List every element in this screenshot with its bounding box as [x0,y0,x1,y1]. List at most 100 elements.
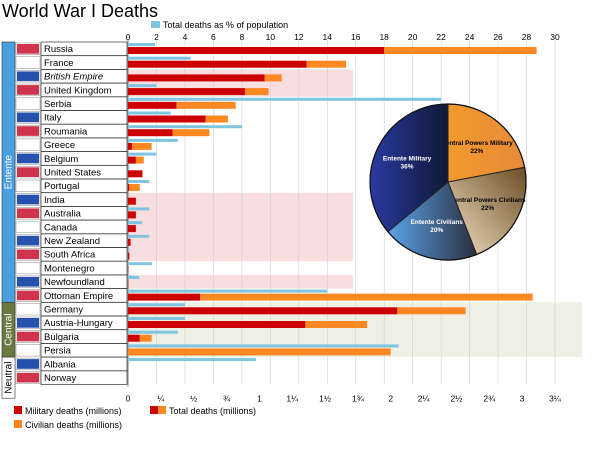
military-legend-label: Military deaths (millions) [25,406,122,416]
country-label: Persia [44,346,72,357]
flag-stripe [17,290,39,301]
pie-slice-value: 36% [401,164,414,171]
bar-pct-population [128,248,130,252]
deaths-tick-label: ¾ [223,394,231,404]
bar-military [128,293,201,301]
country-label: United Kingdom [44,85,112,96]
row-shade-empire [128,206,353,221]
flag-stripe [17,57,39,68]
country-label: Austria-Hungary [44,318,113,329]
bar-civilian [131,142,152,150]
bar-civilian [244,88,269,96]
deaths-tick-label: 1 [257,394,262,404]
deaths-tick-label: 2 [388,394,393,404]
country-label: India [44,195,65,206]
pie-slice-label: Entente Civilians [411,219,464,226]
pct-tick-label: 6 [211,32,216,42]
pct-tick-label: 20 [408,32,418,42]
country-label: Greece [44,140,75,151]
row-shade-empire [128,233,353,248]
flag-stripe [17,249,39,260]
pct-tick-label: 2 [154,32,159,42]
flag-stripe [17,208,39,219]
pct-tick-label: 30 [550,32,560,42]
pct-tick-label: 8 [239,32,244,42]
flag-stripe [17,331,39,342]
bar-pct-population [128,111,171,115]
bar-military [128,170,143,178]
pie-slice-value: 22% [481,205,494,212]
country-label: Canada [44,222,78,233]
pct-tick-label: 18 [379,32,389,42]
bar-military [128,101,177,109]
pct-tick-label: 26 [493,32,503,42]
pct-tick-label: 4 [183,32,188,42]
country-label: Ottoman Empire [44,291,113,302]
pie-slice-label: Central Powers Civilians [450,197,526,204]
bar-military [128,60,307,68]
pct-legend-label: Total deaths as % of population [163,20,288,30]
country-label: New Zealand [44,236,100,247]
deaths-tick-label: 2¾ [483,394,496,404]
bar-military [128,142,132,150]
flag-stripe [17,345,39,356]
total-legend-label: Total deaths (millions) [169,406,256,416]
country-label-box [40,370,128,385]
bar-pct-population [128,138,178,142]
civilian-legend-swatch [14,420,22,428]
bar-military [128,252,130,260]
flag-stripe [17,98,39,109]
bar-military [128,334,140,342]
group-label-central: Central [4,314,15,346]
pct-tick-label: 22 [436,32,446,42]
deaths-axis-ticks: 0 ¼ ½ ¾ 1 1¼ 1½ 1¾ 2 2¼ 2½ 2¾ 3 3¼ [126,394,562,404]
country-label: France [44,58,74,69]
bar-civilian [172,129,210,137]
bar-military [128,74,265,82]
pct-tick-label: 10 [266,32,276,42]
bar-pct-population [128,125,242,129]
bar-military [128,238,131,246]
bar-military [128,307,398,315]
flag-stripe [17,372,39,383]
bar-pct-population [128,330,178,334]
flag-stripe [17,153,39,164]
pct-tick-label: 28 [522,32,532,42]
pct-tick-label: 24 [465,32,475,42]
flag-stripe [17,71,39,82]
bar-pct-population [128,97,442,101]
bar-civilian [176,101,236,109]
bar-pct-population [128,344,399,348]
bar-military [128,156,136,164]
bar-civilian [264,74,282,82]
flag-stripe [17,359,39,369]
flag-stripe [17,85,39,95]
country-label: Roumania [44,126,88,137]
flag-stripe [17,112,39,123]
pct-tick-label: 0 [126,32,131,42]
bar-pct-population [128,303,185,307]
pct-legend-swatch [151,21,160,28]
deaths-tick-label: 2½ [451,394,463,404]
country-label: United States [44,168,101,179]
flag-stripe [17,304,39,314]
total-legend-swatch-civilian [158,406,166,414]
bar-civilian [205,115,228,123]
bar-pct-population [128,180,150,183]
deaths-tick-label: ½ [190,394,197,404]
country-label: Australia [44,209,82,220]
country-label: Portugal [44,181,79,192]
pct-tick-label: 16 [351,32,361,42]
bar-civilian [305,321,368,328]
bar-pct-population [128,234,150,238]
flag-stripe [17,235,39,246]
flag-stripe [17,222,39,232]
country-label: South Africa [44,250,96,261]
bar-military [128,88,245,96]
bar-pct-population [128,317,185,320]
country-label: Albania [44,359,76,370]
bar-military [128,225,136,233]
row-shade-empire [128,247,353,262]
